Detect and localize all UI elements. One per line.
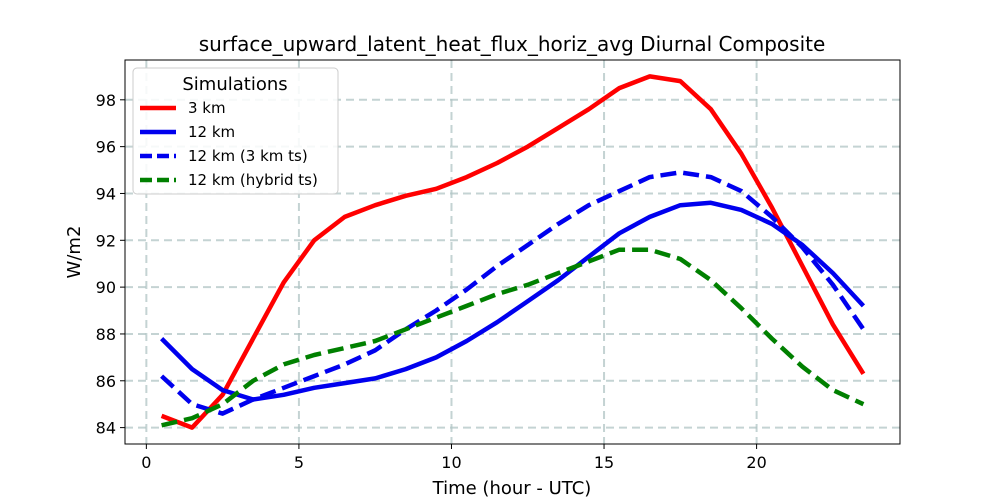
axis-ticks: 0 5 10 15 20 84 86 88 90 92 94 96 98 xyxy=(96,91,767,472)
legend: Simulations 3 km 12 km 12 km (3 km ts) 12 k… xyxy=(132,67,339,195)
legend-label: 12 km xyxy=(188,123,235,141)
grid xyxy=(125,60,900,444)
series-line-12-km-hybrid-ts- xyxy=(161,247,865,428)
legend-label: 3 km xyxy=(188,99,226,117)
x-tick-label: 10 xyxy=(441,453,461,472)
legend-title: Simulations xyxy=(182,74,287,95)
series-line-3-km xyxy=(160,74,866,430)
x-tick-label: 0 xyxy=(141,453,151,472)
series-line-12-km xyxy=(160,200,866,402)
x-tick-label: 15 xyxy=(594,453,614,472)
legend-label: 12 km (hybrid ts) xyxy=(188,171,318,189)
x-tick-label: 20 xyxy=(746,453,766,472)
chart-title: surface_upward_latent_heat_flux_horiz_av… xyxy=(199,32,826,56)
y-tick-label: 98 xyxy=(96,91,116,110)
x-tick-label: 5 xyxy=(294,453,304,472)
y-tick-label: 92 xyxy=(96,231,116,250)
y-tick-label: 84 xyxy=(96,419,116,438)
series-line-12-km-3-km-ts- xyxy=(160,170,866,416)
y-tick-label: 90 xyxy=(96,278,116,297)
x-axis-label: Time (hour - UTC) xyxy=(432,478,592,499)
y-axis-label: W/m2 xyxy=(64,226,85,279)
y-tick-label: 94 xyxy=(96,184,116,203)
y-tick-label: 86 xyxy=(96,372,116,391)
series-layer xyxy=(160,74,866,430)
y-tick-label: 88 xyxy=(96,325,116,344)
legend-frame xyxy=(132,67,339,195)
plot-frame xyxy=(124,59,901,445)
legend-label: 12 km (3 km ts) xyxy=(188,147,308,165)
y-tick-label: 96 xyxy=(96,138,116,157)
